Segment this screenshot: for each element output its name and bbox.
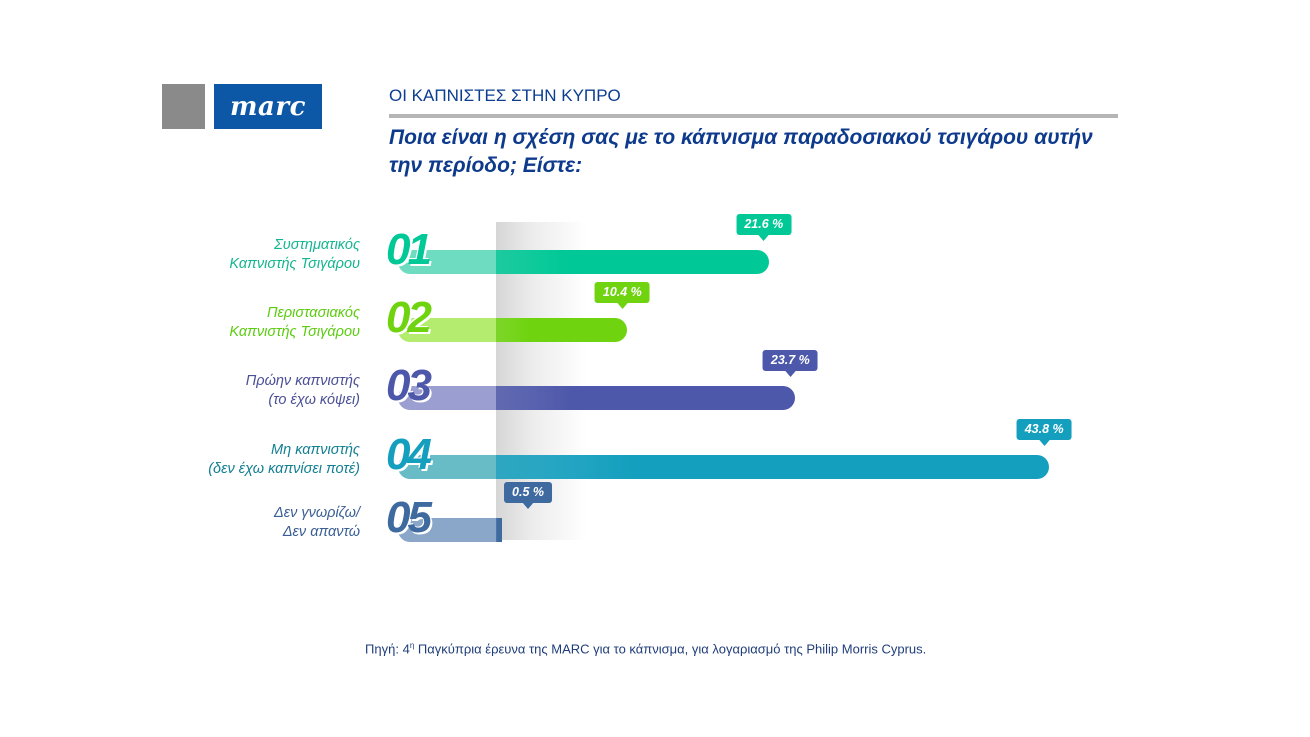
source-rest: Παγκύπρια έρευνα της MARC για το κάπνισμ… (414, 641, 927, 657)
number-underbar (398, 455, 496, 479)
category-label: Πρώην καπνιστής (το έχω κόψει) (140, 372, 360, 410)
value-label-bubble: 23.7 % (762, 350, 818, 377)
number-underbar (398, 250, 496, 274)
category-label: Μη καπνιστής (δεν έχω καπνίσει ποτέ) (140, 441, 360, 479)
logo-gray-block (162, 84, 205, 129)
label-line-1: Δεν γνωρίζω/ (273, 505, 360, 521)
value-label-bubble: 10.4 % (594, 282, 650, 309)
label-line-2: (δεν έχω καπνίσει ποτέ) (208, 461, 360, 477)
chart-row-04: Μη καπνιστής (δεν έχω καπνίσει ποτέ) 04 43.… (0, 419, 1310, 491)
value-label-bubble: 21.6 % (736, 214, 792, 241)
section-title: ΟΙ ΚΑΠΝΙΣΤΕΣ ΣΤΗΝ ΚΥΠΡΟ (389, 86, 621, 105)
category-label: Περιστασιακός Καπνιστής Τσιγάρου (140, 304, 360, 342)
label-line-2: Καπνιστής Τσιγάρου (229, 256, 360, 272)
value-bar (496, 518, 503, 542)
chart-row-01: Συστηματικός Καπνιστής Τσιγάρου 01 21.6 % (0, 214, 1310, 286)
chart-row-05: Δεν γνωρίζω/Δεν απαντώ 05 0.5 % (0, 482, 1310, 554)
row-number: 02 (386, 293, 432, 342)
chart-question-title: Ποια είναι η σχέση σας με το κάπνισμα πα… (389, 126, 1093, 177)
label-line-2: Δεν απαντώ (282, 524, 360, 540)
value-label-bubble: 43.8 % (1016, 419, 1072, 446)
category-label: Συστηματικός Καπνιστής Τσιγάρου (140, 236, 360, 274)
marc-logo: marc (214, 84, 322, 129)
value-bar (496, 250, 769, 274)
label-line-1: Περιστασιακός (266, 305, 360, 321)
label-line-1: Πρώην καπνιστής (245, 373, 360, 389)
label-line-2: Καπνιστής Τσιγάρου (229, 324, 360, 340)
label-line-1: Συστηματικός (274, 237, 360, 253)
value-label-bubble: 0.5 % (504, 482, 552, 509)
number-underbar (398, 318, 496, 342)
label-line-1: Μη καπνιστής (271, 442, 360, 458)
source-note: Πηγή: 4η Παγκύπρια έρευνα της MARC για τ… (365, 641, 926, 656)
row-number: 05 (386, 493, 432, 542)
row-number: 04 (386, 430, 432, 479)
row-number: 01 (386, 225, 432, 274)
category-label: Δεν γνωρίζω/Δεν απαντώ (140, 504, 360, 542)
source-sup: η (409, 641, 415, 650)
source-prefix: Πηγή: 4 (365, 641, 410, 657)
chart-row-02: Περιστασιακός Καπνιστής Τσιγάρου 02 10.4 % (0, 282, 1310, 354)
title-divider (389, 114, 1118, 118)
number-underbar (398, 518, 496, 542)
chart-row-03: Πρώην καπνιστής (το έχω κόψει) 03 23.7 % (0, 350, 1310, 422)
row-number: 03 (386, 361, 432, 410)
label-line-2: (το έχω κόψει) (268, 392, 360, 408)
value-bar (496, 318, 628, 342)
value-bar (496, 386, 796, 410)
number-underbar (398, 386, 496, 410)
logo-text: marc (230, 91, 306, 122)
value-bar (496, 455, 1050, 479)
